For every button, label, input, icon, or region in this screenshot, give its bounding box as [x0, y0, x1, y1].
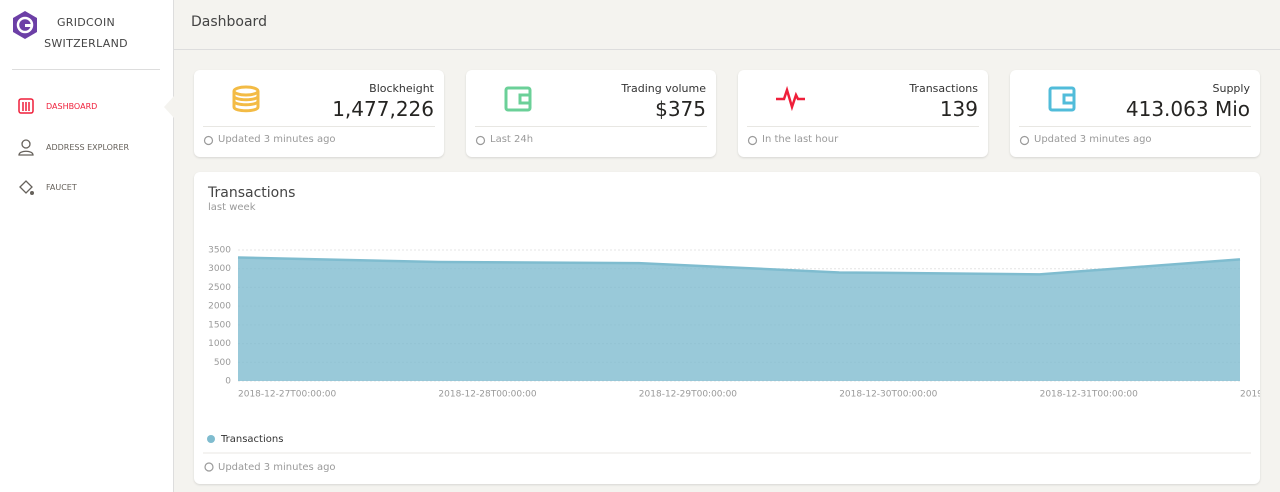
divider — [12, 69, 160, 70]
footer-icon — [475, 135, 486, 146]
x-tick-label: 2018-12-29T00:00:00 — [639, 390, 737, 400]
stat-card: Transactions 139 In the last hour — [738, 70, 988, 157]
card-value: 139 — [939, 97, 978, 121]
divider — [1019, 126, 1251, 127]
y-tick-label: 0 — [225, 377, 231, 387]
x-tick-label: 2018-12-27T00:00:00 — [238, 390, 336, 400]
chart-title: Transactions — [207, 185, 295, 201]
card-title: Transactions — [909, 82, 978, 95]
y-tick-label: 1000 — [208, 339, 231, 349]
x-tick-label: 2019-01-01T00:00:00 — [1240, 390, 1260, 400]
y-tick-label: 3500 — [208, 246, 231, 256]
y-tick-label: 500 — [214, 358, 231, 368]
chart-card: Transactions last week 0 500 1000 1500 2000 250… — [194, 172, 1260, 484]
area — [238, 257, 1240, 381]
card-footer: Last 24h — [490, 134, 534, 145]
card-icon — [232, 85, 260, 113]
divider — [475, 126, 707, 127]
nav-item[interactable]: ADDRESS EXPLORER — [46, 143, 130, 152]
page-title: Dashboard — [191, 14, 267, 30]
legend-label: Transactions — [220, 434, 283, 445]
y-tick-label: 2000 — [208, 302, 231, 312]
header — [174, 0, 1280, 50]
card-title: Blockheight — [369, 82, 434, 95]
chart-subtitle: last week — [208, 202, 256, 213]
footer-icon — [203, 135, 214, 146]
nav-icon — [18, 98, 34, 114]
card-value: 1,477,226 — [332, 97, 434, 121]
active-arrow — [164, 96, 174, 118]
y-tick-label: 3000 — [208, 264, 231, 274]
card-value: 413.063 Mio — [1125, 97, 1250, 121]
stat-card: Trading volume $375 Last 24h — [466, 70, 716, 157]
brand-line: SWITZERLAND — [44, 37, 128, 50]
sidebar: GRIDCOIN SWITZERLAND DASHBOARD ADDRESS E… — [0, 0, 174, 492]
x-tick-label: 2018-12-30T00:00:00 — [839, 390, 937, 400]
footer-icon — [747, 135, 758, 146]
chart-footer: Updated 3 minutes ago — [218, 462, 336, 473]
nav-icon — [19, 180, 34, 195]
card-footer: Updated 3 minutes ago — [1034, 134, 1152, 145]
stat-card: Supply 413.063 Mio Updated 3 minutes ago — [1010, 70, 1260, 157]
card-footer: Updated 3 minutes ago — [218, 134, 336, 145]
card-icon — [504, 86, 532, 112]
footer-icon — [204, 462, 214, 472]
card-footer: In the last hour — [762, 134, 839, 145]
footer-icon — [1019, 135, 1030, 146]
card-value: $375 — [655, 97, 706, 121]
y-tick-label: 1500 — [208, 320, 231, 330]
x-tick-label: 2018-12-28T00:00:00 — [438, 390, 536, 400]
card-icon — [776, 85, 805, 112]
card-title: Trading volume — [621, 82, 706, 95]
nav-item[interactable]: DASHBOARD — [46, 102, 98, 111]
nav-item[interactable]: FAUCET — [46, 183, 77, 192]
legend-marker — [207, 435, 215, 443]
stat-card: Blockheight 1,477,226 Updated 3 minutes … — [194, 70, 444, 157]
divider — [747, 126, 979, 127]
card-icon — [1048, 86, 1076, 112]
divider — [203, 126, 435, 127]
y-tick-label: 2500 — [208, 283, 231, 293]
x-tick-label: 2018-12-31T00:00:00 — [1040, 390, 1138, 400]
logo — [13, 11, 37, 39]
area-line — [237, 256, 1241, 276]
nav-icon — [18, 139, 34, 156]
card-title: Supply — [1212, 82, 1251, 95]
brand-line: GRIDCOIN — [56, 16, 116, 29]
